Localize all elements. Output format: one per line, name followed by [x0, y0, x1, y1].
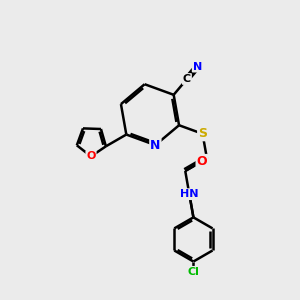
Text: C: C [183, 74, 191, 84]
Text: Cl: Cl [188, 267, 200, 277]
Text: O: O [86, 152, 96, 161]
Text: HN: HN [180, 189, 199, 199]
Text: O: O [196, 155, 207, 168]
Text: N: N [150, 139, 161, 152]
Text: S: S [198, 127, 207, 140]
Text: N: N [193, 61, 202, 72]
